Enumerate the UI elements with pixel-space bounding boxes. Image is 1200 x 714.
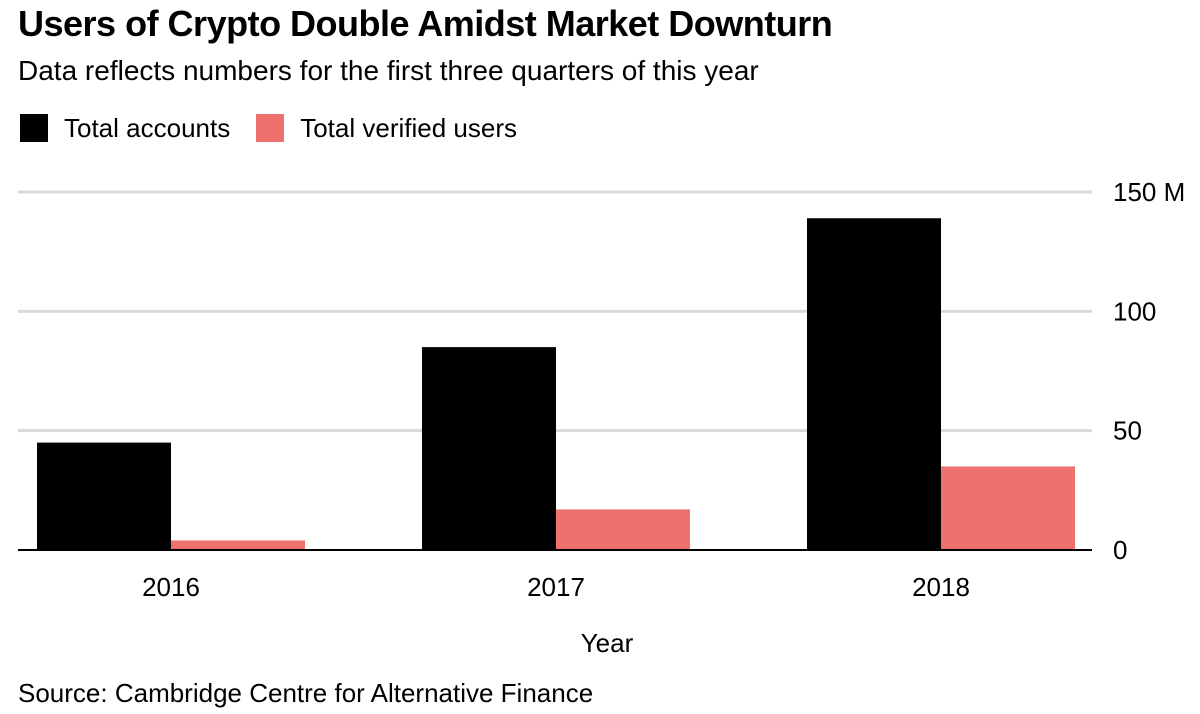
x-axis-tick-labels: 2016 2017 2018 [142,572,970,602]
chart-title: Users of Crypto Double Amidst Market Dow… [18,3,833,44]
x-axis-title: Year [581,628,634,658]
bar-total-accounts-2017 [422,347,556,550]
legend-label-total-verified-users: Total verified users [300,112,517,143]
chart-subtitle: Data reflects numbers for the first thre… [18,55,759,86]
y-tick-label-50: 50 [1113,416,1142,446]
legend-item-total-accounts: Total accounts [20,113,230,144]
bars [37,218,1075,550]
legend-item-total-verified-users: Total verified users [256,113,517,144]
legend-label-total-accounts: Total accounts [64,112,231,143]
bar-total-accounts-2016 [37,442,171,550]
legend-swatch-total-verified-users [256,114,285,142]
bar-total-accounts-2018 [807,218,941,550]
y-tick-label-0: 0 [1113,535,1127,565]
bar-total-verified-users-2018 [941,466,1075,550]
x-tick-label-2017: 2017 [527,572,585,602]
chart-source: Source: Cambridge Centre for Alternative… [18,678,594,708]
x-tick-label-2016: 2016 [142,572,200,602]
bar-total-verified-users-2016 [171,540,305,550]
y-tick-label-100: 100 [1113,296,1156,326]
chart-legend: Total accounts Total verified users [20,110,543,146]
legend-swatch-total-accounts [20,114,48,142]
bar-total-verified-users-2017 [556,509,690,550]
x-tick-label-2018: 2018 [912,572,970,602]
y-tick-label-150: 150 M [1113,177,1185,207]
y-axis-tick-labels: 0 50 100 150 M [1113,177,1185,565]
